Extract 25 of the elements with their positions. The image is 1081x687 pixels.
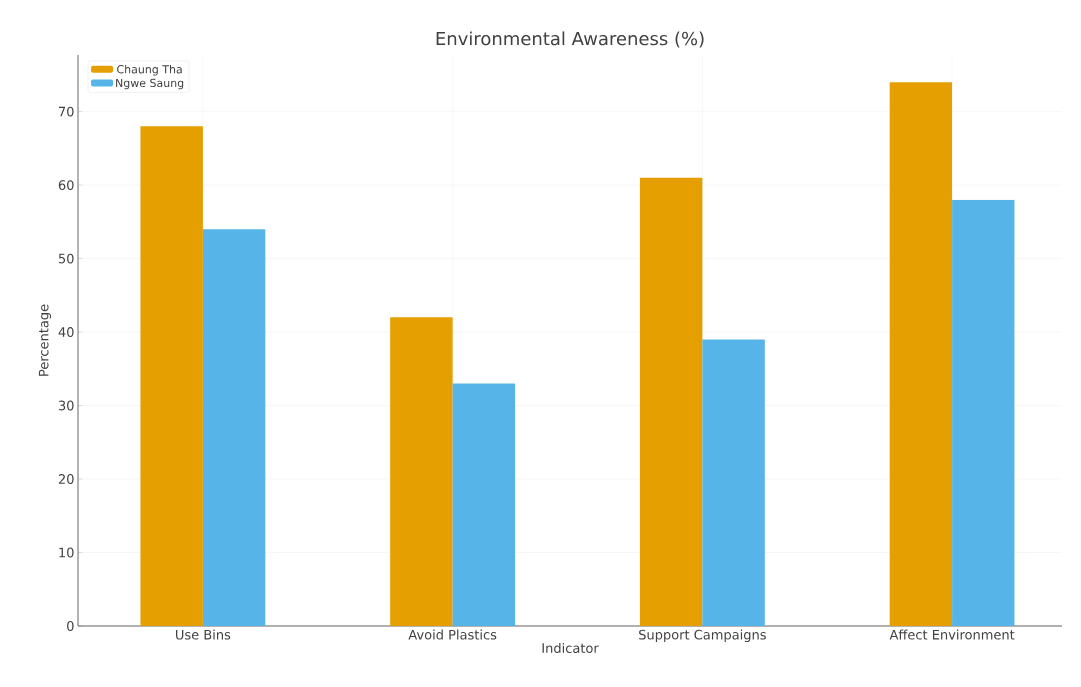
y-axis-title: Percentage: [38, 304, 52, 376]
bar: [889, 82, 953, 626]
x-axis-title: Indicator: [542, 642, 599, 654]
y-tick-label: 60: [58, 180, 74, 190]
chart-title: Environmental Awareness (%): [436, 31, 704, 48]
y-tick-label: 30: [58, 400, 74, 411]
x-tick-label: Affect Environment: [889, 629, 1015, 640]
bar: [639, 177, 703, 626]
x-tick-label: Avoid Plastics: [408, 629, 497, 640]
bar: [452, 383, 516, 626]
x-tick-label: Support Campaigns: [639, 629, 766, 643]
y-tick-label: 40: [58, 327, 74, 337]
legend-label: Chaung Tha: [117, 64, 182, 76]
x-tick-label: Use Bins: [176, 629, 231, 640]
bar: [952, 199, 1015, 626]
y-tick-label: 0: [67, 621, 74, 631]
bar: [702, 339, 765, 626]
y-tick-label: 50: [58, 253, 74, 264]
y-tick-label: 20: [58, 474, 74, 484]
legend-label: Ngwe Saung: [116, 78, 184, 90]
bar: [390, 317, 453, 626]
bar: [202, 229, 266, 626]
bar: [140, 126, 203, 626]
y-tick-label: 10: [59, 547, 74, 558]
y-tick-label: 70: [59, 106, 74, 117]
